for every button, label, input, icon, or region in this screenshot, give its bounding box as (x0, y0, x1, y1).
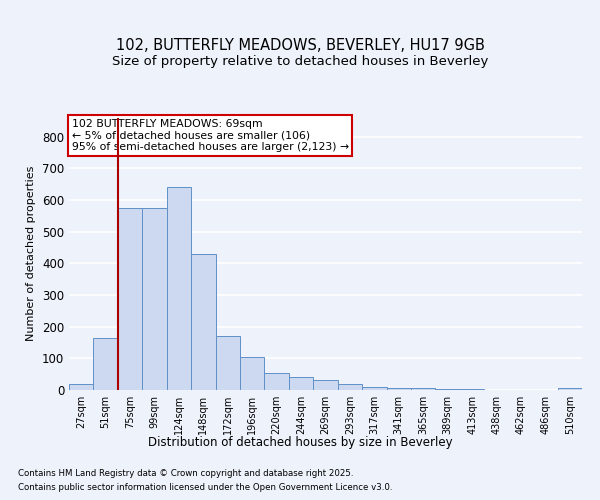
Bar (436, 389, 460, 390)
Bar (142, 208, 167, 390)
Bar (240, 358, 265, 390)
Bar (313, 380, 338, 390)
Bar (289, 376, 313, 390)
Text: Contains HM Land Registry data © Crown copyright and database right 2025.: Contains HM Land Registry data © Crown c… (18, 468, 353, 477)
Bar (338, 384, 362, 390)
Y-axis label: Number of detached properties: Number of detached properties (26, 166, 37, 342)
Bar (557, 388, 582, 390)
Text: 102, BUTTERFLY MEADOWS, BEVERLEY, HU17 9GB: 102, BUTTERFLY MEADOWS, BEVERLEY, HU17 9… (116, 38, 484, 52)
Bar (362, 387, 386, 390)
Bar (94, 338, 118, 390)
Bar (265, 372, 289, 390)
Bar (191, 254, 215, 390)
Bar (118, 208, 142, 390)
Bar (167, 187, 191, 390)
Bar (411, 388, 436, 390)
Bar (215, 336, 240, 390)
Bar (386, 388, 411, 390)
Text: Distribution of detached houses by size in Beverley: Distribution of detached houses by size … (148, 436, 452, 449)
Bar (69, 384, 94, 390)
Text: 102 BUTTERFLY MEADOWS: 69sqm
← 5% of detached houses are smaller (106)
95% of se: 102 BUTTERFLY MEADOWS: 69sqm ← 5% of det… (71, 119, 349, 152)
Text: Contains public sector information licensed under the Open Government Licence v3: Contains public sector information licen… (18, 484, 392, 492)
Text: Size of property relative to detached houses in Beverley: Size of property relative to detached ho… (112, 54, 488, 68)
